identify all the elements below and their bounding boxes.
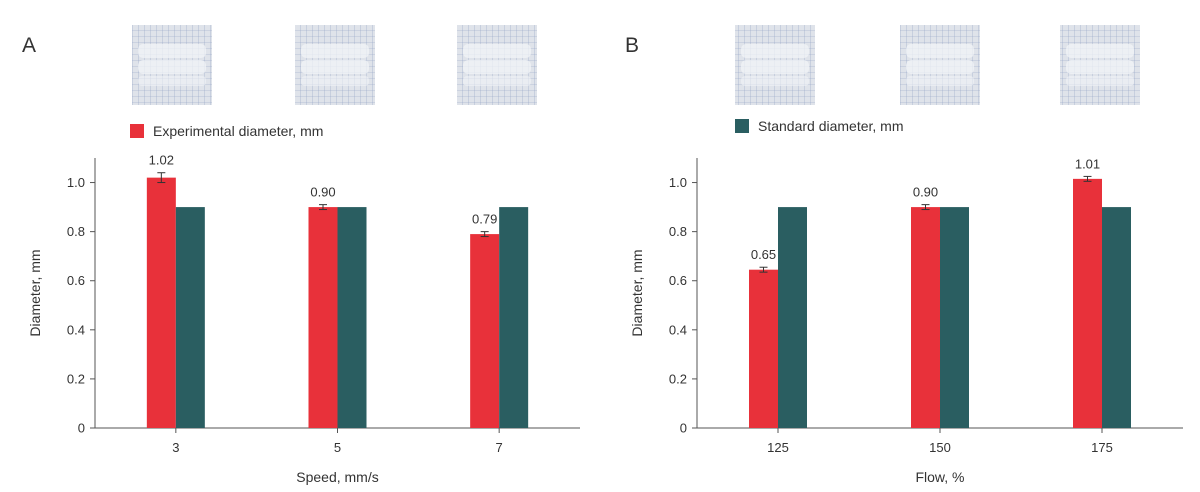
bar-standard — [778, 207, 807, 428]
specimen-strand — [741, 76, 809, 86]
data-label: 0.90 — [913, 185, 938, 200]
bar-standard — [940, 207, 969, 428]
bar-experimental — [146, 177, 176, 428]
y-tick-label: 0.4 — [669, 322, 687, 337]
specimen-strand — [906, 60, 974, 74]
x-tick-label: 5 — [334, 440, 341, 455]
legend-swatch — [735, 119, 749, 133]
y-tick-label: 0.8 — [67, 224, 85, 239]
specimen-strand — [906, 44, 974, 58]
specimen-strand — [1066, 60, 1134, 74]
legend-label: Experimental diameter, mm — [153, 123, 323, 139]
data-label: 0.90 — [310, 185, 335, 200]
specimen-strand — [138, 44, 206, 58]
bar-standard — [175, 207, 205, 428]
bar-standard — [337, 207, 367, 428]
y-axis-label: Diameter, mm — [27, 249, 43, 336]
specimen-strand — [1066, 44, 1134, 58]
bar-experimental — [749, 269, 778, 428]
y-tick-label: 1.0 — [669, 175, 687, 190]
specimen-strand — [906, 76, 974, 86]
y-tick-label: 0.2 — [67, 371, 85, 386]
specimen-strand — [138, 76, 206, 86]
y-tick-label: 0.6 — [669, 273, 687, 288]
y-tick-label: 0 — [680, 421, 687, 436]
panel-letter: A — [22, 34, 36, 57]
x-tick-label: 175 — [1091, 440, 1113, 455]
y-axis-label: Diameter, mm — [629, 249, 645, 336]
y-tick-label: 0 — [78, 421, 85, 436]
bar-experimental — [308, 207, 338, 428]
x-tick-label: 125 — [767, 440, 789, 455]
data-label: 0.65 — [751, 247, 776, 262]
y-tick-label: 0.8 — [669, 224, 687, 239]
x-tick-label: 3 — [172, 440, 179, 455]
specimen-strand — [463, 44, 531, 58]
x-axis-label: Speed, mm/s — [296, 469, 378, 485]
legend-swatch — [130, 124, 144, 138]
specimen-strand — [741, 60, 809, 74]
specimen-strand — [301, 76, 369, 86]
bar-standard — [499, 207, 529, 428]
x-axis-label: Flow, % — [915, 469, 964, 485]
y-tick-label: 0.6 — [67, 273, 85, 288]
bar-experimental — [1073, 178, 1102, 428]
y-tick-label: 0.2 — [669, 371, 687, 386]
bar-experimental — [911, 207, 940, 428]
legend-label: Standard diameter, mm — [758, 118, 904, 134]
data-label: 0.79 — [472, 212, 497, 227]
data-label: 1.01 — [1075, 156, 1100, 171]
specimen-strand — [301, 44, 369, 58]
specimen-strand — [463, 60, 531, 74]
specimen-strand — [138, 60, 206, 74]
specimen-strand — [741, 44, 809, 58]
x-tick-label: 150 — [929, 440, 951, 455]
specimen-strand — [463, 76, 531, 86]
bar-standard — [1102, 207, 1131, 428]
data-label: 1.02 — [149, 153, 174, 168]
panel-letter: B — [625, 34, 639, 57]
specimen-strand — [1066, 76, 1134, 86]
y-tick-label: 1.0 — [67, 175, 85, 190]
bar-experimental — [470, 234, 500, 428]
y-tick-label: 0.4 — [67, 322, 85, 337]
specimen-strand — [301, 60, 369, 74]
x-tick-label: 7 — [496, 440, 503, 455]
